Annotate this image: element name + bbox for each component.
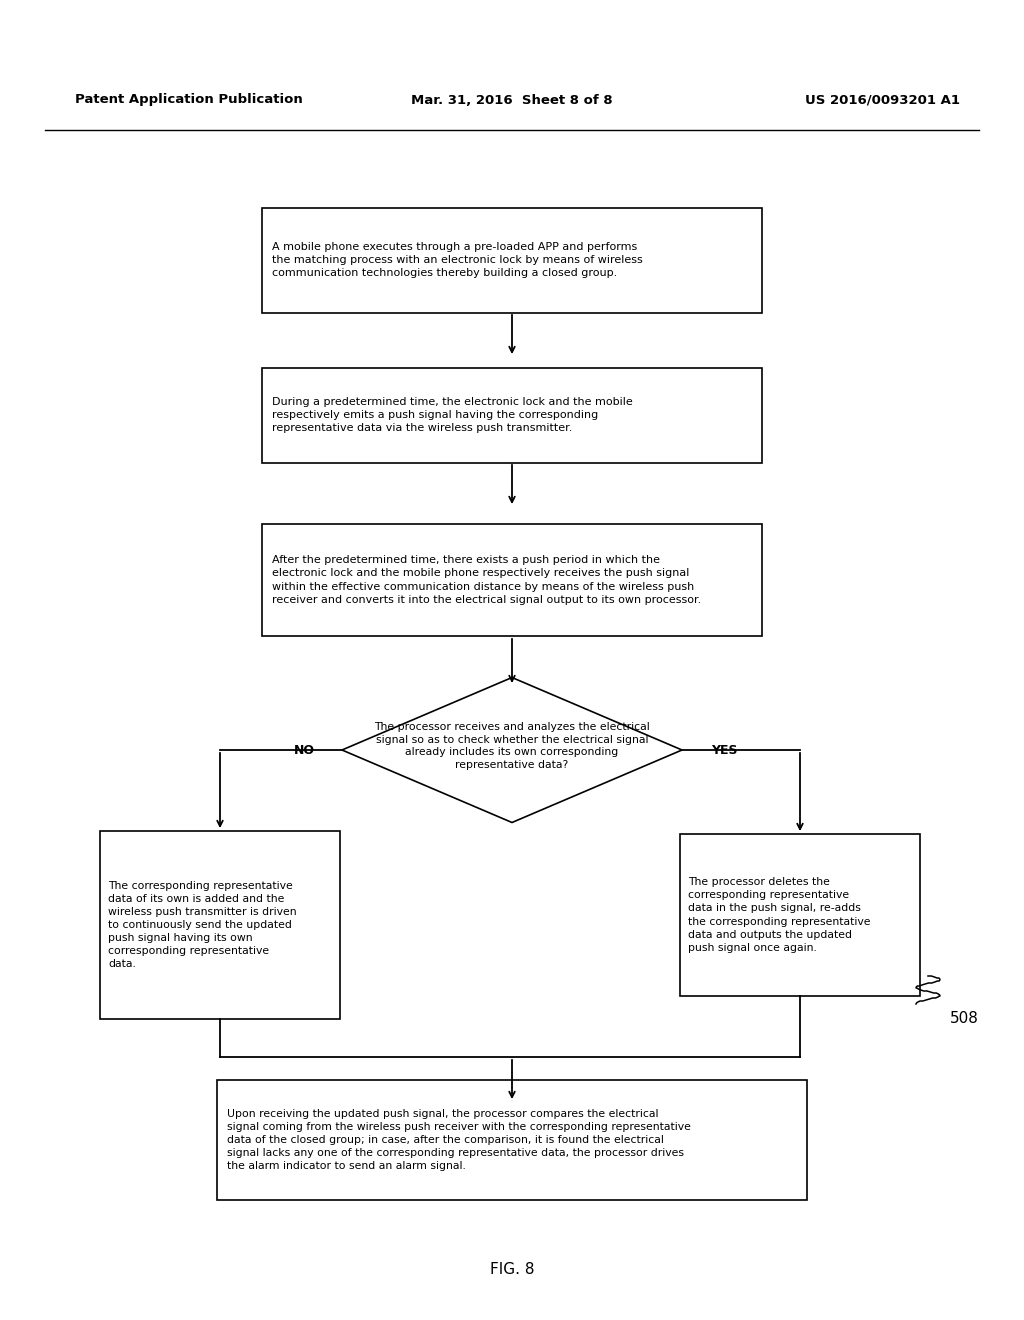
Bar <box>262 367 762 462</box>
Bar <box>217 1080 807 1200</box>
Text: Upon receiving the updated push signal, the processor compares the electrical
si: Upon receiving the updated push signal, … <box>227 1109 691 1171</box>
Text: Mar. 31, 2016  Sheet 8 of 8: Mar. 31, 2016 Sheet 8 of 8 <box>412 94 612 107</box>
Text: After the predetermined time, there exists a push period in which the
electronic: After the predetermined time, there exis… <box>272 556 701 605</box>
Text: YES: YES <box>711 743 737 756</box>
Text: The processor deletes the
corresponding representative
data in the push signal, : The processor deletes the corresponding … <box>688 878 870 953</box>
Bar <box>680 834 920 997</box>
Text: FIG. 8: FIG. 8 <box>489 1262 535 1278</box>
Text: 508: 508 <box>950 1011 979 1026</box>
Text: During a predetermined time, the electronic lock and the mobile
respectively emi: During a predetermined time, the electro… <box>272 397 633 433</box>
Text: The corresponding representative
data of its own is added and the
wireless push : The corresponding representative data of… <box>108 880 297 969</box>
Bar <box>262 524 762 636</box>
Text: Patent Application Publication: Patent Application Publication <box>75 94 303 107</box>
Text: A mobile phone executes through a pre-loaded APP and performs
the matching proce: A mobile phone executes through a pre-lo… <box>272 242 643 279</box>
Text: US 2016/0093201 A1: US 2016/0093201 A1 <box>805 94 961 107</box>
Bar <box>100 832 340 1019</box>
Text: NO: NO <box>294 743 314 756</box>
Bar <box>262 207 762 313</box>
Polygon shape <box>342 677 682 822</box>
Text: The processor receives and analyzes the electrical
signal so as to check whether: The processor receives and analyzes the … <box>374 722 650 770</box>
